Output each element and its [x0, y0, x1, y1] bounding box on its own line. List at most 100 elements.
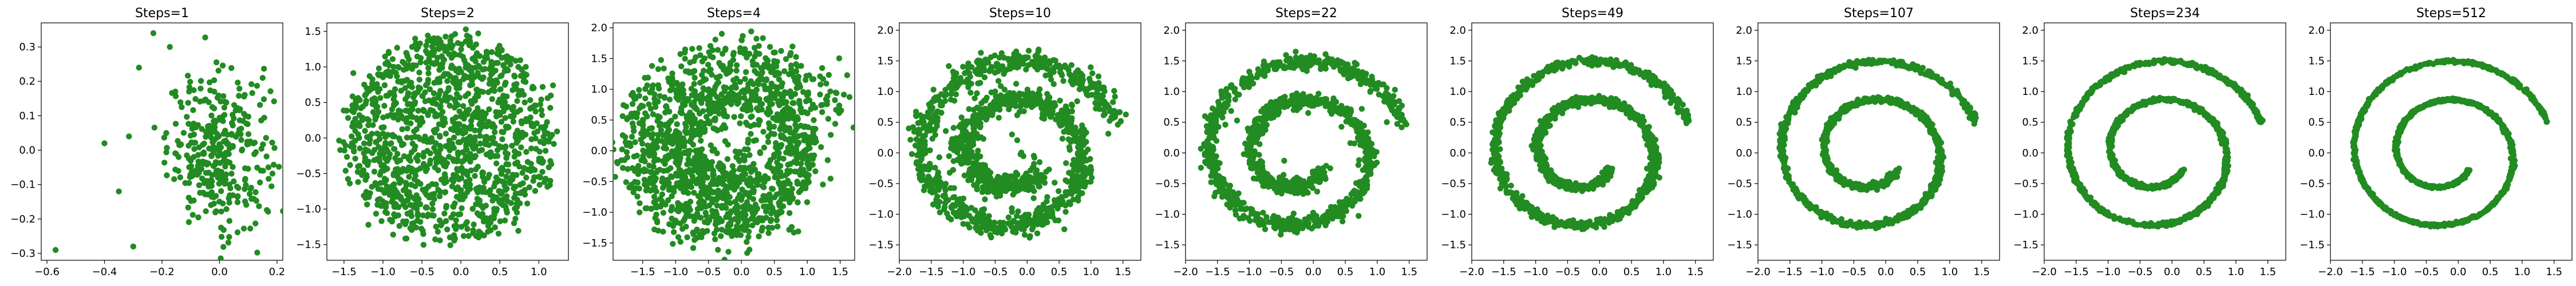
scatter-point — [241, 93, 247, 100]
y-tick-label: 0.2 — [19, 76, 35, 88]
scatter-point — [733, 154, 740, 160]
scatter-point — [425, 112, 431, 118]
scatter-point — [682, 128, 689, 134]
scatter-point — [252, 149, 259, 156]
scatter-point — [927, 164, 934, 170]
scatter-point — [765, 230, 772, 236]
scatter-point — [197, 78, 204, 84]
scatter-point — [243, 201, 250, 208]
scatter-point — [801, 137, 808, 144]
scatter-point — [538, 107, 544, 113]
scatter-point — [412, 143, 418, 150]
scatter-point — [756, 233, 762, 240]
scatter-point — [199, 126, 205, 132]
scatter-point — [1024, 86, 1031, 93]
scatter-point — [463, 108, 470, 114]
scatter-point — [962, 78, 968, 85]
x-tick-label: 0.0 — [1019, 266, 1036, 278]
scatter-point — [659, 191, 666, 197]
scatter-point — [963, 158, 970, 165]
scatter-point — [968, 205, 975, 211]
scatter-point — [934, 186, 940, 193]
scatter-point — [1075, 140, 1081, 146]
scatter-point — [531, 85, 537, 92]
scatter-point — [1069, 76, 1076, 82]
scatter-point — [652, 104, 659, 110]
scatter-point — [1208, 179, 1214, 185]
scatter-point — [684, 96, 691, 102]
scatter-point — [730, 92, 737, 98]
scatter-point — [965, 60, 971, 67]
scatter-point — [467, 125, 473, 132]
scatter-point — [775, 223, 781, 230]
scatter-point — [417, 136, 423, 142]
scatter-point — [424, 213, 430, 220]
scatter-point — [978, 219, 984, 225]
scatter-point — [958, 121, 964, 128]
scatter-point — [452, 200, 458, 206]
scatter-point — [365, 162, 371, 168]
scatter-point — [171, 176, 177, 182]
scatter-point — [1123, 112, 1129, 118]
scatter-point — [1293, 49, 1299, 55]
scatter-point — [1112, 93, 1118, 100]
scatter-point — [785, 112, 792, 118]
scatter-point — [932, 165, 938, 171]
scatter-point — [497, 86, 504, 93]
scatter-point — [692, 132, 698, 138]
scatter-point — [513, 209, 520, 216]
x-tick-label: −1.0 — [663, 266, 688, 278]
scatter-point — [703, 203, 709, 210]
scatter-point — [436, 79, 443, 85]
scatter-point — [989, 110, 996, 116]
scatter-point — [423, 42, 429, 49]
scatter-point — [448, 65, 455, 71]
scatter-point — [745, 136, 752, 143]
scatter-point — [469, 205, 476, 212]
scatter-point — [460, 170, 467, 176]
scatter-point — [997, 181, 1003, 188]
scatter-point — [642, 86, 649, 92]
scatter-point — [502, 187, 509, 193]
scatter-point — [1073, 157, 1079, 164]
scatter-point — [238, 125, 244, 132]
x-tick-label: 1.0 — [799, 266, 816, 278]
scatter-point — [756, 171, 762, 177]
scatter-point — [502, 115, 508, 121]
scatter-point — [1089, 70, 1096, 77]
scatter-point — [1029, 226, 1036, 233]
scatter-point — [728, 85, 734, 92]
scatter-point — [184, 73, 191, 79]
scatter-point — [941, 184, 948, 190]
scatter-point — [721, 256, 728, 260]
scatter-point — [425, 80, 431, 86]
scatter-point — [805, 141, 812, 148]
scatter-point — [764, 57, 771, 64]
scatter-point — [1283, 52, 1289, 58]
scatter-point — [687, 206, 693, 213]
scatter-point — [487, 76, 493, 82]
y-tick-label: −0.1 — [10, 179, 35, 191]
scatter-point — [663, 145, 670, 152]
scatter-point — [531, 130, 538, 136]
scatter-point — [373, 139, 379, 145]
scatter-point — [771, 131, 777, 137]
scatter-point — [1039, 60, 1045, 66]
scatter-point — [509, 142, 515, 149]
scatter-point — [408, 120, 414, 126]
scatter-point — [1060, 120, 1066, 126]
scatter-point — [736, 158, 743, 164]
scatter-point — [783, 56, 789, 62]
scatter-point — [737, 79, 744, 85]
scatter-point — [369, 84, 375, 90]
scatter-point — [431, 145, 437, 151]
scatter-point — [698, 137, 704, 144]
scatter-point — [1099, 85, 1105, 91]
scatter-point — [738, 37, 745, 43]
scatter-point — [738, 210, 744, 217]
scatter-point — [1116, 109, 1123, 116]
scatter-point — [414, 178, 421, 185]
scatter-point — [434, 150, 441, 157]
scatter-point — [375, 109, 382, 115]
